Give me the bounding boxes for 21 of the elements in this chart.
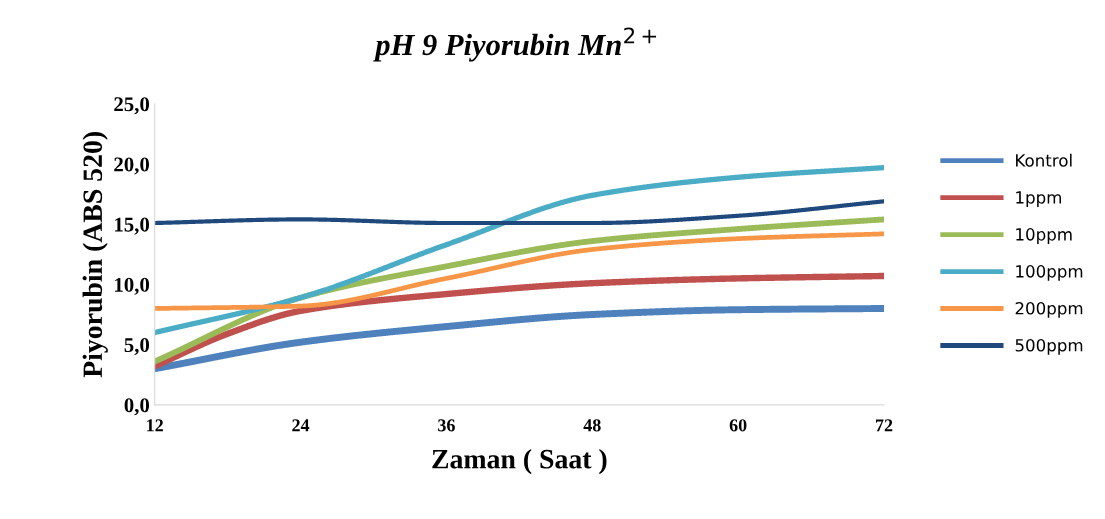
y-tick-label: 10,0: [115, 277, 150, 295]
y-tick-label: 15,0: [115, 217, 150, 235]
x-tick-label: 60: [729, 419, 747, 432]
y-axis-title: Piyorubin (ABS 520): [82, 132, 108, 378]
x-axis-title: Zaman ( Saat ): [432, 448, 607, 475]
legend-label: 10ppm: [1016, 228, 1072, 244]
y-tick-label: 0,0: [124, 398, 150, 416]
x-tick-label: 48: [583, 419, 601, 432]
legend-label: 1ppm: [1016, 191, 1062, 207]
x-tick-label: 36: [438, 419, 455, 432]
legend-label: 200ppm: [1015, 301, 1083, 318]
legend-label: 500ppm: [1015, 338, 1083, 355]
legend-label: Kontrol: [1016, 153, 1072, 167]
y-tick-label: 5,0: [124, 337, 150, 356]
x-tick-label: 72: [876, 419, 893, 432]
x-tick-label: 24: [292, 419, 310, 432]
y-tick-label: 20,0: [114, 157, 150, 175]
legend-label: 100ppm: [1016, 265, 1083, 281]
x-tick-label: 12: [147, 419, 163, 432]
chart-title: pH 9 Piyorubin Mn$^{2+}$: [373, 27, 657, 62]
y-tick-label: 25,0: [114, 97, 150, 115]
